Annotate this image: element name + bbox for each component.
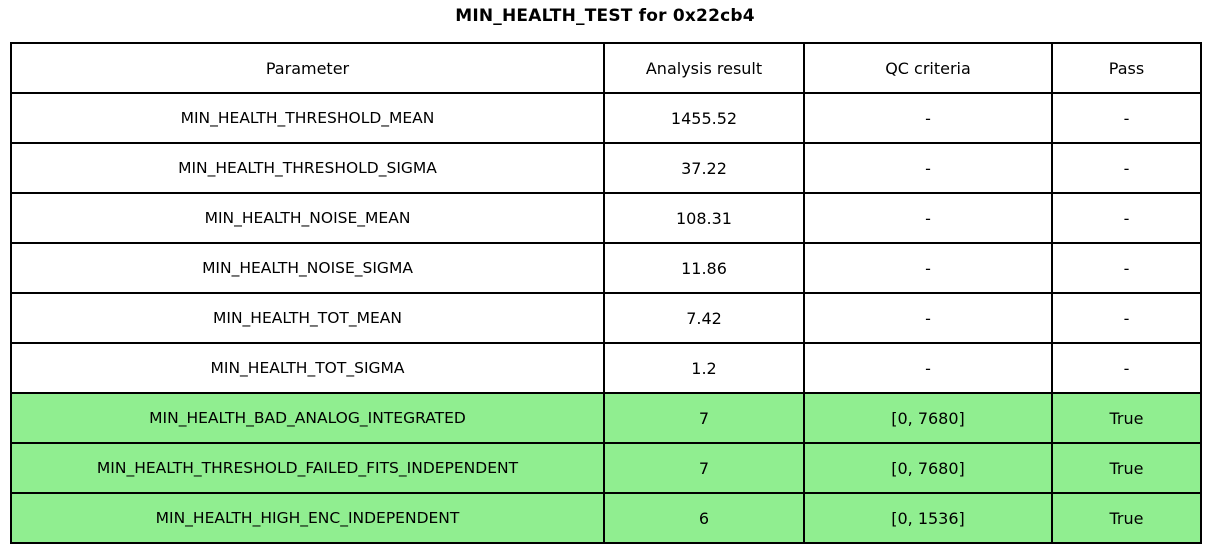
cell-qc-criteria: - [803,192,1053,244]
cell-pass: - [1051,142,1202,194]
table-row: MIN_HEALTH_TOT_MEAN 7.42 - - [10,292,1202,344]
column-header-pass: Pass [1051,42,1202,94]
cell-parameter: MIN_HEALTH_HIGH_ENC_INDEPENDENT [10,492,605,544]
cell-parameter: MIN_HEALTH_NOISE_SIGMA [10,242,605,294]
cell-pass: True [1051,442,1202,494]
cell-pass: True [1051,392,1202,444]
cell-pass: True [1051,492,1202,544]
cell-analysis-result: 6 [603,492,805,544]
page-title: MIN_HEALTH_TEST for 0x22cb4 [455,6,755,26]
cell-qc-criteria: - [803,92,1053,144]
cell-parameter: MIN_HEALTH_THRESHOLD_SIGMA [10,142,605,194]
cell-parameter: MIN_HEALTH_THRESHOLD_FAILED_FITS_INDEPEN… [10,442,605,494]
qc-results-table: Parameter Analysis result QC criteria Pa… [10,42,1202,544]
cell-parameter: MIN_HEALTH_TOT_SIGMA [10,342,605,394]
table-row: MIN_HEALTH_THRESHOLD_MEAN 1455.52 - - [10,92,1202,144]
cell-analysis-result: 108.31 [603,192,805,244]
cell-parameter: MIN_HEALTH_TOT_MEAN [10,292,605,344]
cell-analysis-result: 7.42 [603,292,805,344]
cell-parameter: MIN_HEALTH_BAD_ANALOG_INTEGRATED [10,392,605,444]
cell-pass: - [1051,242,1202,294]
cell-parameter: MIN_HEALTH_NOISE_MEAN [10,192,605,244]
cell-qc-criteria: - [803,242,1053,294]
cell-analysis-result: 1455.52 [603,92,805,144]
table-row: MIN_HEALTH_THRESHOLD_SIGMA 37.22 - - [10,142,1202,194]
cell-qc-criteria: [0, 7680] [803,442,1053,494]
cell-analysis-result: 11.86 [603,242,805,294]
table-row-pass: MIN_HEALTH_THRESHOLD_FAILED_FITS_INDEPEN… [10,442,1202,494]
table-row: MIN_HEALTH_TOT_SIGMA 1.2 - - [10,342,1202,394]
cell-qc-criteria: - [803,342,1053,394]
header-row: Parameter Analysis result QC criteria Pa… [10,42,1202,94]
table-row: MIN_HEALTH_NOISE_SIGMA 11.86 - - [10,242,1202,294]
cell-pass: - [1051,92,1202,144]
table-row-pass: MIN_HEALTH_HIGH_ENC_INDEPENDENT 6 [0, 15… [10,492,1202,544]
table-row: MIN_HEALTH_NOISE_MEAN 108.31 - - [10,192,1202,244]
cell-analysis-result: 1.2 [603,342,805,394]
cell-qc-criteria: [0, 7680] [803,392,1053,444]
cell-pass: - [1051,292,1202,344]
cell-analysis-result: 7 [603,392,805,444]
table-row-pass: MIN_HEALTH_BAD_ANALOG_INTEGRATED 7 [0, 7… [10,392,1202,444]
cell-qc-criteria: - [803,142,1053,194]
column-header-analysis-result: Analysis result [603,42,805,94]
cell-pass: - [1051,342,1202,394]
cell-qc-criteria: - [803,292,1053,344]
cell-analysis-result: 7 [603,442,805,494]
cell-qc-criteria: [0, 1536] [803,492,1053,544]
cell-pass: - [1051,192,1202,244]
column-header-parameter: Parameter [10,42,605,94]
cell-analysis-result: 37.22 [603,142,805,194]
column-header-qc-criteria: QC criteria [803,42,1053,94]
cell-parameter: MIN_HEALTH_THRESHOLD_MEAN [10,92,605,144]
